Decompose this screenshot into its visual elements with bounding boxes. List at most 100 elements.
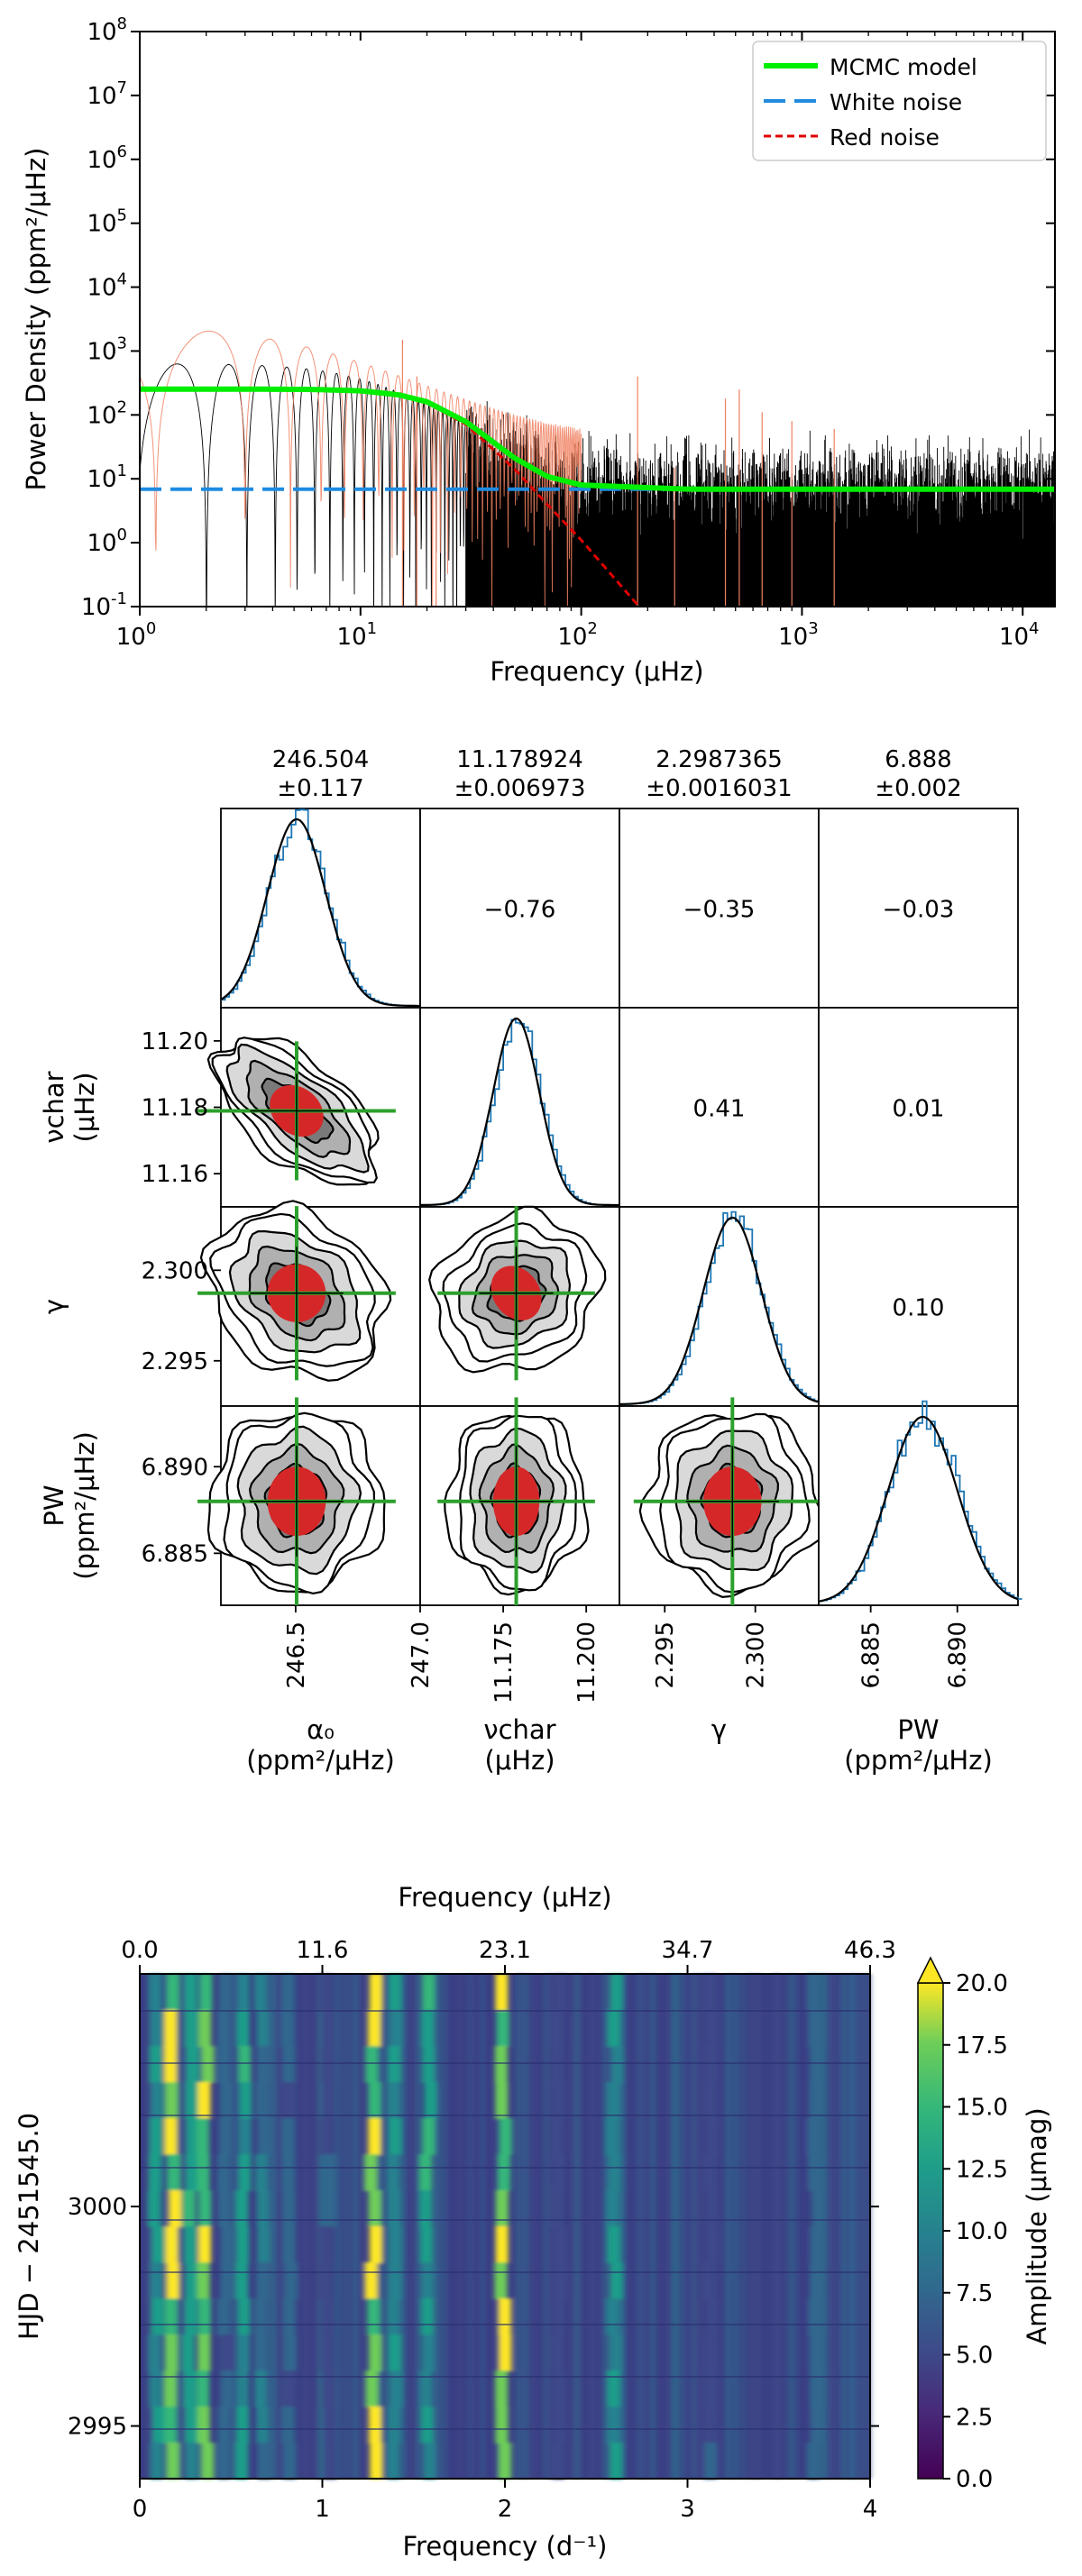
background-streak xyxy=(350,1974,354,2479)
frequency-ridge xyxy=(498,2154,511,2191)
frequency-ridge xyxy=(388,2190,401,2227)
frequency-ridge xyxy=(236,2010,250,2047)
frequency-ridge xyxy=(164,2010,178,2047)
frequency-ridge xyxy=(280,2010,294,2047)
frequency-ridge xyxy=(217,2190,231,2227)
frequency-ridge xyxy=(387,2082,400,2119)
frequency-ridge xyxy=(555,1974,568,2011)
frequency-ridge xyxy=(184,1974,197,2011)
frequency-ridge xyxy=(368,2190,381,2227)
frequency-ridge xyxy=(236,2407,250,2444)
frequency-ridge xyxy=(281,1974,295,2011)
colorbar-tick-label: 15.0 xyxy=(956,2095,1008,2122)
frequency-ridge xyxy=(809,2334,822,2371)
background-streak xyxy=(838,1974,842,2479)
frequency-ridge xyxy=(217,2010,231,2047)
summary-value: 6.888 xyxy=(885,746,951,773)
frequency-ridge xyxy=(607,2082,620,2119)
y-tick-label: 103 xyxy=(87,333,127,365)
background-streak xyxy=(727,1974,730,2479)
frequency-ridge xyxy=(607,2154,620,2191)
x-tick-label: 102 xyxy=(557,619,598,651)
frequency-ridge xyxy=(422,1974,436,2011)
frequency-ridge xyxy=(421,2010,435,2047)
frequency-ridge xyxy=(253,1974,267,2011)
frequency-ridge xyxy=(149,2046,162,2083)
frequency-ridge xyxy=(216,2046,230,2083)
time-gap-line xyxy=(140,2376,870,2378)
frequency-ridge xyxy=(806,1974,820,2011)
frequency-ridge xyxy=(216,2298,230,2335)
frequency-ridge xyxy=(166,2443,179,2480)
y-tick-label: 100 xyxy=(87,525,127,557)
frequency-ridge xyxy=(253,2370,267,2407)
background-streak xyxy=(302,1974,309,2479)
frequency-ridge xyxy=(282,2082,296,2119)
frequency-ridge xyxy=(551,2010,564,2047)
colorbar-ticks: 0.0 2.5 5.0 7.5 10.0 12.5 15.0 17.5 20.0 xyxy=(943,1970,1008,2493)
x-ticks: 100 101 102 103 104 xyxy=(116,32,1040,651)
heatmap-ridges xyxy=(146,1974,872,2480)
frequency-ridge xyxy=(610,2443,623,2480)
frequency-ridge xyxy=(238,2046,252,2083)
legend-mcmc-label: MCMC model xyxy=(830,54,977,80)
power-spectrum-plot: 100 101 102 103 104 10-110010110210310410510… xyxy=(21,14,1056,687)
frequency-ridge xyxy=(324,2443,337,2480)
frequency-ridge xyxy=(703,2154,717,2191)
frequency-ridge xyxy=(810,2407,823,2444)
background-streak xyxy=(842,1974,847,2479)
frequency-ridge xyxy=(388,2046,401,2083)
y-tick-label: 3000 xyxy=(68,2194,127,2221)
frequency-ridge xyxy=(551,2118,564,2155)
y-tick-label: 108 xyxy=(87,14,127,46)
background-streak xyxy=(675,1974,681,2479)
frequency-ridge xyxy=(702,2082,716,2119)
correlation-coefficient: 0.01 xyxy=(893,1096,945,1123)
frequency-ridge xyxy=(198,2190,212,2227)
background-streak xyxy=(334,1974,342,2479)
background-streak xyxy=(681,1974,686,2479)
frequency-ridge xyxy=(282,2046,296,2083)
frequency-ridge xyxy=(390,2010,403,2047)
background-streak xyxy=(344,1974,349,2479)
frequency-ridge xyxy=(388,2407,401,2444)
frequency-ridge xyxy=(219,2082,233,2119)
frequency-ridge xyxy=(282,2298,296,2335)
frequency-ridge xyxy=(151,2226,165,2263)
background-streak xyxy=(316,1974,321,2479)
frequency-ridge xyxy=(606,2190,619,2227)
frequency-ridge xyxy=(319,1974,333,2011)
gaussian-fit-curve xyxy=(818,1415,1019,1603)
frequency-ridge xyxy=(163,2370,177,2407)
frequency-ridge xyxy=(201,2046,215,2083)
background-streak xyxy=(457,1974,462,2479)
background-streak xyxy=(434,1974,438,2479)
background-streak xyxy=(573,1974,581,2479)
frequency-ridge xyxy=(165,2082,179,2119)
frequency-ridge xyxy=(321,2046,335,2083)
frequency-ridge xyxy=(370,2443,383,2480)
frequency-ridge xyxy=(186,2046,199,2083)
corner-cell-r3c0 xyxy=(197,1397,421,1606)
frequency-ridge xyxy=(704,2046,718,2083)
frequency-ridge xyxy=(164,2118,178,2155)
colorbar-tick-label: 0.0 xyxy=(956,2466,993,2493)
cell-frame xyxy=(619,1206,820,1407)
corner-ticks: 246.5 247.0 11.175 11.200 2.295 2.300 6.885 6.8… xyxy=(142,1028,972,1704)
background-streak xyxy=(270,1974,275,2479)
frequency-ridge xyxy=(365,2370,379,2407)
frequency-ridge xyxy=(167,2154,180,2191)
frequency-ridge xyxy=(389,2118,402,2155)
frequency-ridge xyxy=(367,2298,381,2335)
bottom-axis-label: Frequency (d⁻¹) xyxy=(402,2531,607,2562)
corner-x-label: PW xyxy=(897,1714,939,1745)
frequency-ridge xyxy=(236,2370,250,2407)
frequency-ridge xyxy=(809,2046,822,2083)
frequency-ridge xyxy=(222,2334,235,2371)
frequency-ridge xyxy=(165,2226,179,2263)
frequency-ridge xyxy=(280,2118,294,2155)
corner-x-tick-label: 2.300 xyxy=(743,1621,770,1688)
corner-x-tick-label: 2.295 xyxy=(652,1621,679,1688)
frequency-ridge xyxy=(151,2298,164,2335)
frequency-ridge xyxy=(812,2190,825,2227)
